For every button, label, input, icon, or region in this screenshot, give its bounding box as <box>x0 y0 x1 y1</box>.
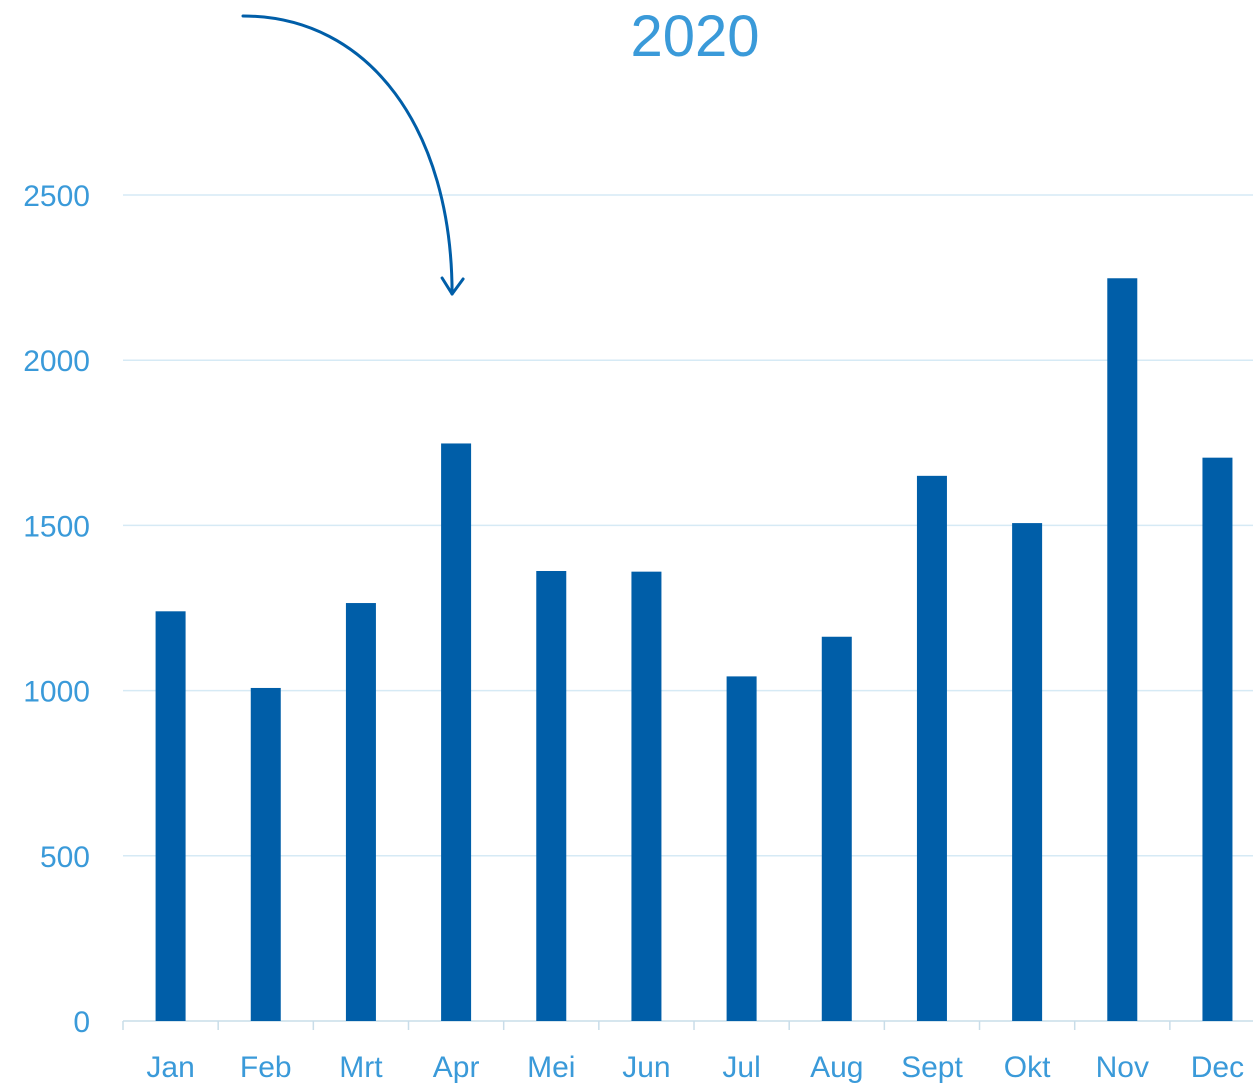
bar-mei <box>536 570 567 1021</box>
x-tick-label: Dec <box>1191 1051 1244 1084</box>
x-axis <box>122 1020 1253 1030</box>
chart-title: 2020 <box>630 4 759 69</box>
x-tick-label: Mei <box>527 1051 575 1084</box>
x-tick-label: Sept <box>901 1051 963 1084</box>
y-tick-label: 2500 <box>23 180 90 213</box>
arrow-head <box>440 276 465 296</box>
bar-dec <box>1202 457 1233 1022</box>
y-tick-label: 1000 <box>23 676 90 709</box>
bar-feb <box>250 687 281 1021</box>
bar-nov <box>1107 278 1138 1021</box>
x-tick-label: Apr <box>433 1051 480 1084</box>
bar-okt <box>1012 523 1043 1021</box>
bars <box>155 278 1233 1022</box>
y-tick-label: 2000 <box>23 345 90 378</box>
bar-aug <box>821 636 852 1021</box>
y-tick-label: 0 <box>73 1006 90 1039</box>
annotation-arrow <box>241 14 465 296</box>
bar-jul <box>726 676 757 1021</box>
y-tick-label: 500 <box>40 841 90 874</box>
y-axis-ticks: 0 500 1000 1500 2000 2500 <box>23 180 90 1039</box>
arrow-curve <box>241 14 454 296</box>
gridlines <box>123 194 1253 857</box>
bar-jan <box>155 611 186 1021</box>
bar-apr <box>441 443 472 1021</box>
x-tick-label: Okt <box>1004 1051 1051 1084</box>
bar-jun <box>631 571 662 1021</box>
x-tick-label: Feb <box>240 1051 292 1084</box>
x-tick-label: Jan <box>146 1051 194 1084</box>
x-axis-ticks: Jan Feb Mrt Apr Mei Jun Jul Aug Sept Okt Nov Dec <box>146 1051 1244 1084</box>
x-tick-label: Nov <box>1096 1051 1149 1084</box>
x-tick-label: Jun <box>622 1051 670 1084</box>
bar-sept <box>916 475 947 1022</box>
x-tick-label: Mrt <box>339 1051 383 1084</box>
y-tick-label: 1500 <box>23 510 90 543</box>
x-tick-label: Jul <box>722 1051 760 1084</box>
bar-mrt <box>345 603 376 1021</box>
x-tick-label: Aug <box>810 1051 863 1084</box>
